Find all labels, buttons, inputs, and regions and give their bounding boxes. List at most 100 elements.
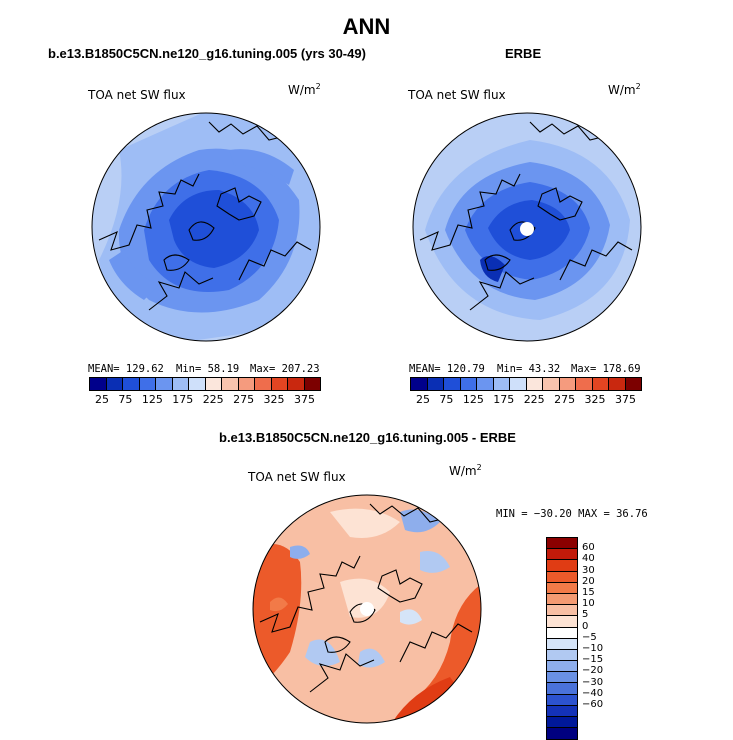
panel2-colorbar-swatch: [460, 378, 477, 390]
diff-colorbar-tick-label: −30: [582, 676, 604, 688]
panel2-colorbar-tick-label: 125: [462, 393, 484, 406]
diff-units: W/m2: [449, 463, 482, 478]
panel2-colorbar-swatch: [477, 378, 494, 390]
panel1-colorbar-swatch: [90, 378, 107, 390]
panel1-colorbar-swatch: [123, 378, 140, 390]
diff-colorbar-tick-label: 15: [582, 587, 595, 598]
panel2-variable-label: TOA net SW flux: [408, 88, 506, 102]
diff-colorbar-swatch: [547, 616, 577, 628]
panel2-units: W/m2: [608, 82, 641, 97]
panel2-colorbar-swatch: [427, 378, 444, 390]
panel2-colorbar-tick-label: 225: [523, 393, 545, 406]
panel1-colorbar-swatch: [139, 378, 156, 390]
panel1-colorbar-swatch: [156, 378, 173, 390]
diff-colorbar-swatch: [547, 672, 577, 684]
panel1-colorbar-swatch: [271, 378, 288, 390]
panel1-colorbar-tick-label: 275: [233, 393, 255, 406]
panel2-colorbar-tick-label: 25: [416, 393, 430, 406]
panel2-colorbar: 25 75 125 175 225 275 325 375: [410, 377, 642, 406]
diff-colorbar-tick-label: 0: [582, 620, 589, 632]
diff-colorbar-swatch: [547, 549, 577, 561]
diff-colorbar-tick-label: −5: [582, 631, 597, 643]
diff-polar-map: [252, 494, 482, 724]
panel1-colorbar-swatch: [205, 378, 222, 390]
diff-colorbar-tick-label: −40: [582, 687, 604, 699]
diff-colorbar-tick-label: −20: [582, 665, 604, 677]
panel2-colorbar-tick-label: 275: [554, 393, 576, 406]
panel1-colorbar: 25 75 125 175 225 275 325 375: [89, 377, 321, 406]
panel1-colorbar-tick-label: 125: [141, 393, 163, 406]
panel2-colorbar-tick-label: 325: [584, 393, 606, 406]
diff-colorbar-swatch: [547, 705, 577, 717]
diff-colorbar: [546, 537, 578, 740]
diff-colorbar-swatch: [547, 694, 577, 706]
panel2-colorbar-swatch: [559, 378, 576, 390]
panel2-colorbar-swatch: [526, 378, 543, 390]
diff-colorbar-tick-label: −10: [582, 643, 604, 654]
panel1-colorbar-tick-label: 375: [293, 393, 315, 406]
diff-colorbar-swatch: [547, 683, 577, 695]
panel2-colorbar-swatch: [576, 378, 593, 390]
panel1-colorbar-tick-label: 175: [172, 393, 194, 406]
panel1-colorbar-swatch: [106, 378, 123, 390]
panel1-colorbar-swatch: [255, 378, 272, 390]
diff-colorbar-swatch: [547, 661, 577, 673]
diff-colorbar-swatch: [547, 638, 577, 650]
diff-colorbar-tick-label: 10: [582, 598, 595, 610]
diff-colorbar-swatch: [547, 649, 577, 662]
diff-minmax-stat: MIN = −30.20 MAX = 36.76: [496, 508, 648, 520]
panel2-polar-map: [412, 112, 642, 342]
panel1-case-title: b.e13.B1850C5CN.ne120_g16.tuning.005 (yr…: [48, 46, 366, 61]
diff-colorbar-ticks: 60 40 30 20 15 10 5 0 −5 −10 −15 −20 −30 −40 −60: [582, 537, 622, 727]
panel1-colorbar-swatch: [222, 378, 239, 390]
panel1-colorbar-swatch: [189, 378, 206, 390]
panel1-max-stat: Max= 207.23: [250, 363, 320, 375]
diff-colorbar-tick-label: 40: [582, 553, 595, 565]
diff-colorbar-swatch: [547, 593, 577, 606]
panel1-polar-map: [91, 112, 321, 342]
panel2-colorbar-swatch: [592, 378, 609, 390]
panel1-colorbar-swatch: [288, 378, 305, 390]
page-title: ANN: [342, 14, 391, 39]
panel1-min-stat: Min= 58.19: [176, 363, 240, 375]
panel2-colorbar-swatch: [609, 378, 626, 390]
diff-colorbar-tick-label: 20: [582, 575, 595, 587]
diff-colorbar-tick-label: −60: [582, 699, 604, 710]
diff-colorbar-swatch: [547, 717, 577, 729]
panel2-colorbar-swatch: [543, 378, 560, 390]
diff-colorbar-tick-label: 60: [582, 542, 595, 554]
panel2-max-stat: Max= 178.69: [571, 363, 641, 375]
panel1-colorbar-tick-label: 225: [202, 393, 224, 406]
diff-colorbar-swatch: [547, 538, 577, 550]
panel1-units: W/m2: [288, 82, 321, 97]
panel2-colorbar-tick-label: 75: [439, 393, 454, 406]
diff-variable-label: TOA net SW flux: [248, 470, 346, 484]
panel2-mean-stat: MEAN= 120.79: [409, 363, 485, 375]
panel1-variable-label: TOA net SW flux: [88, 88, 186, 102]
panel2-colorbar-swatch: [493, 378, 510, 390]
panel1-colorbar-tick-label: 325: [263, 393, 285, 406]
panel1-colorbar-swatch: [238, 378, 255, 390]
diff-colorbar-swatch: [547, 560, 577, 572]
diff-case-title: b.e13.B1850C5CN.ne120_g16.tuning.005 - E…: [219, 430, 516, 445]
panel2-colorbar-tick-label: 375: [614, 393, 636, 406]
panel2-colorbar-swatch: [510, 378, 527, 390]
diff-colorbar-tick-label: −15: [582, 654, 604, 666]
diff-colorbar-tick-label: 30: [582, 564, 595, 576]
panel2-case-title: ERBE: [505, 46, 542, 61]
panel1-colorbar-swatch: [172, 378, 189, 390]
panel2-min-stat: Min= 43.32: [497, 363, 561, 375]
panel2-colorbar-swatch: [444, 378, 461, 390]
panel1-colorbar-swatch: [304, 378, 320, 390]
panel1-colorbar-tick-label: 25: [95, 393, 109, 406]
panel1-colorbar-tick-label: 75: [118, 393, 133, 406]
diff-colorbar-swatch: [547, 605, 577, 617]
diff-colorbar-swatch: [547, 627, 577, 639]
panel2-colorbar-tick-label: 175: [493, 393, 515, 406]
panel1-mean-stat: MEAN= 129.62: [88, 363, 164, 375]
panel2-colorbar-swatch: [411, 378, 428, 390]
diff-colorbar-swatch: [547, 582, 577, 594]
diff-colorbar-tick-label: 5: [582, 609, 589, 621]
diff-colorbar-swatch: [547, 571, 577, 583]
panel2-colorbar-swatch: [625, 378, 641, 390]
